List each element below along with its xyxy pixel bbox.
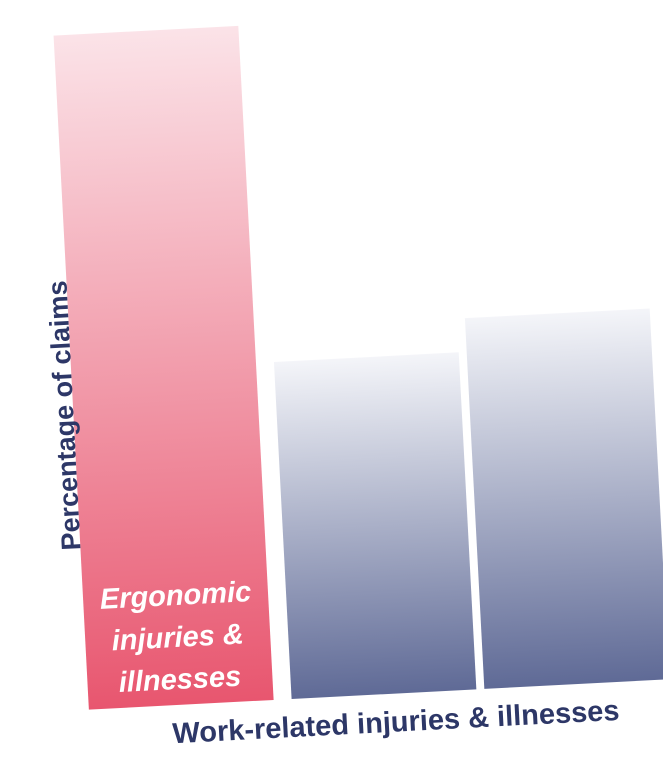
- bar-1-label-line-1: Ergonomic: [99, 576, 252, 616]
- chart: Ergonomic injuries & illnesses Percentage …: [42, 25, 663, 750]
- bar-1-label-line-2: injuries &: [111, 618, 245, 657]
- bar-1: [53, 25, 274, 710]
- x-axis-label: Work-related injuries & illnesses: [172, 695, 621, 750]
- bar-3: [464, 308, 663, 689]
- bars-layer: [53, 25, 663, 710]
- bar-1-label-line-3: illnesses: [118, 661, 242, 699]
- bar-2: [273, 352, 477, 700]
